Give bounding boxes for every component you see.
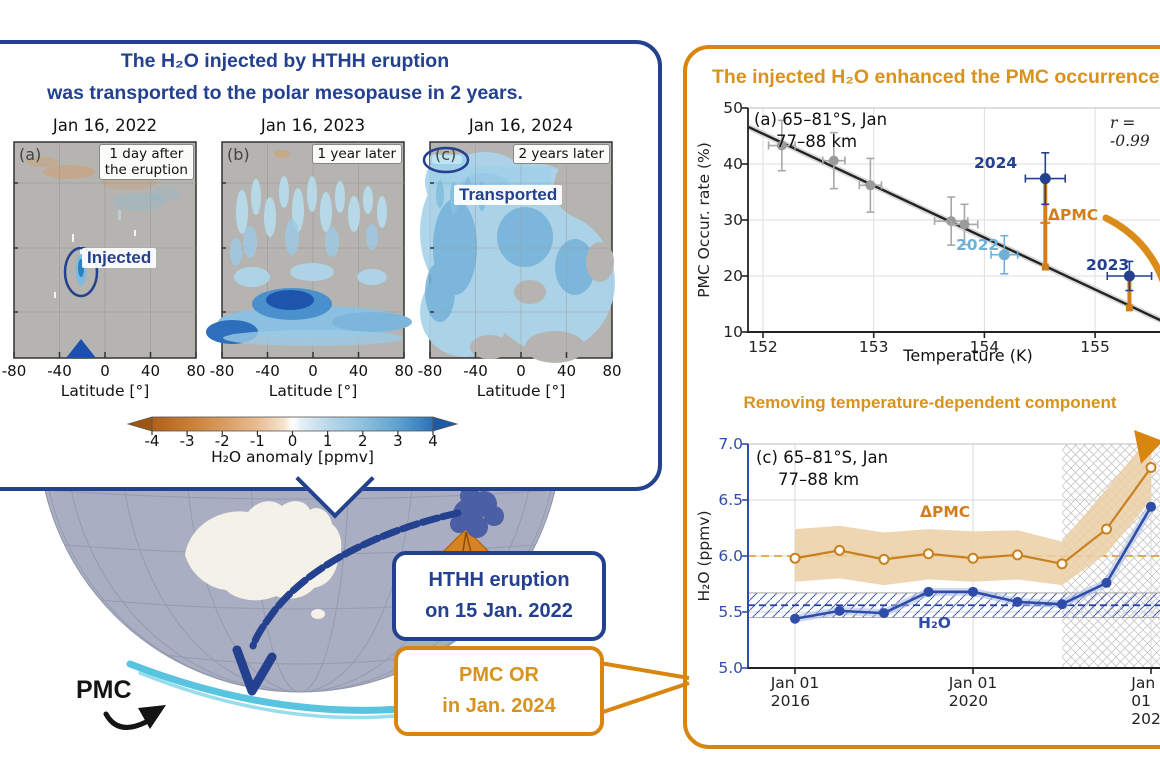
pmc-label: PMC bbox=[76, 676, 132, 704]
transported-circle-annotation bbox=[422, 146, 470, 174]
tick-label: -80 bbox=[1, 362, 27, 380]
h2o-timeseries-plot bbox=[742, 430, 1160, 674]
injected-label: Injected bbox=[82, 248, 157, 268]
transported-label: Transported bbox=[454, 185, 563, 205]
scatter-2024-label: 2024 bbox=[974, 154, 1018, 172]
tick-label: 4 bbox=[428, 432, 438, 450]
tick-label: -4 bbox=[144, 432, 160, 450]
heatmap-panel-c: (c) 2 years later Transported bbox=[420, 141, 615, 363]
colorbar-label: H₂O anomaly [ppmv] bbox=[211, 448, 374, 466]
tick-label: -1 bbox=[249, 432, 265, 450]
tick-label: 0 bbox=[516, 362, 526, 380]
pmc-vs-temperature-scatter bbox=[742, 107, 1160, 338]
injected-circle-annotation bbox=[63, 246, 99, 298]
tick-label: -80 bbox=[417, 362, 443, 380]
panel-c-date: Jan 16, 2024 bbox=[468, 116, 574, 135]
tick-label: 40 bbox=[556, 362, 577, 380]
callout-connector bbox=[599, 661, 690, 715]
removing-component-note: Removing temperature-dependent component bbox=[743, 393, 1117, 412]
panel-a-date: Jan 16, 2022 bbox=[52, 116, 158, 135]
scatter-panel-label: (a) 65–81°S, Jan bbox=[754, 110, 888, 129]
right-title: The injected H₂O enhanced the PMC occurr… bbox=[712, 66, 1160, 88]
hthh-callout-line1: HTHH eruption bbox=[428, 569, 570, 591]
heatmap-panel-b: (b) 1 year later bbox=[206, 141, 412, 359]
ts-ylabel: H₂O (ppmv) bbox=[695, 510, 713, 602]
correlation-value: r = -0.99 bbox=[1110, 114, 1150, 150]
tick-label: 3 bbox=[393, 432, 403, 450]
hthh-eruption-callout: HTHH eruption on 15 Jan. 2022 bbox=[392, 551, 606, 641]
heatmap-panel-a: (a) 1 day after the eruption Injected bbox=[13, 141, 197, 359]
h2o-anomaly-field bbox=[420, 146, 615, 363]
tick-label: -3 bbox=[179, 432, 195, 450]
tick-label: 0 bbox=[287, 432, 298, 450]
transport-arrow bbox=[232, 509, 462, 696]
ts-h2o-label: H₂O bbox=[918, 614, 951, 632]
colorbar-ticks: -4 -3 -2 -1 0 1 2 3 4 bbox=[145, 432, 438, 450]
anomaly-smudges bbox=[26, 157, 180, 298]
scatter-2023-label: 2023 bbox=[1086, 256, 1130, 274]
panel-c-xlabel: Latitude [°] bbox=[476, 382, 566, 400]
h2o-anomaly-field bbox=[206, 150, 412, 346]
panel-c-xticks: -80 -40 0 40 80 bbox=[418, 362, 622, 380]
panel-b-date: Jan 16, 2023 bbox=[260, 116, 366, 135]
ts-panel-label2: 77–88 km bbox=[778, 470, 860, 489]
panel-b-xlabel: Latitude [°] bbox=[268, 382, 358, 400]
tick-label: -2 bbox=[214, 432, 230, 450]
tick-label: 40 bbox=[140, 362, 161, 380]
scatter-ylabel: PMC Occur. rate (%) bbox=[695, 142, 713, 298]
scatter-panel-label2: 77–88 km bbox=[776, 132, 858, 151]
left-title-line1: The H₂O injected by HTHH eruption bbox=[120, 50, 450, 72]
heatmap-b-plot bbox=[206, 141, 412, 359]
australia-landmass bbox=[185, 501, 342, 619]
heatmap-c-plot bbox=[420, 141, 615, 363]
panel-b-xticks: -80 -40 0 40 80 bbox=[210, 362, 414, 380]
tick-label: 0 bbox=[308, 362, 318, 380]
tick-label: -40 bbox=[47, 362, 72, 380]
panel-c-note: 2 years later bbox=[512, 144, 610, 165]
pmc-or-callout: PMC OR in Jan. 2024 bbox=[394, 646, 604, 736]
pmc-arrow-icon bbox=[103, 705, 166, 730]
scatter-delta-pmc-label: ΔPMC bbox=[1048, 206, 1099, 224]
left-title-line2: was transported to the polar mesopause i… bbox=[47, 82, 523, 104]
pmc-callout-line1: PMC OR bbox=[459, 664, 539, 686]
colorbar bbox=[126, 416, 459, 435]
panel-b-tag: (b) bbox=[227, 145, 250, 164]
tick-label: -80 bbox=[209, 362, 235, 380]
eruption-plume-icon bbox=[450, 486, 504, 538]
pmc-callout-line2: in Jan. 2024 bbox=[442, 695, 556, 717]
tick-label: -40 bbox=[463, 362, 488, 380]
ts-panel-label: (c) 65–81°S, Jan bbox=[756, 448, 889, 467]
hthh-callout-line2: on 15 Jan. 2022 bbox=[425, 600, 573, 622]
tick-label: 80 bbox=[602, 362, 622, 380]
panel-b-note: 1 year later bbox=[311, 144, 402, 165]
panel-a-note: 1 day after the eruption bbox=[98, 144, 194, 181]
tick-label: 1 bbox=[322, 432, 333, 450]
panel-a-xticks: -80 -40 0 40 80 bbox=[2, 362, 206, 380]
tick-label: 80 bbox=[186, 362, 206, 380]
tick-label: 0 bbox=[100, 362, 110, 380]
ts-delta-pmc-label: ΔPMC bbox=[920, 503, 971, 521]
scatter-2022-label: 2022 bbox=[956, 236, 1000, 254]
scatter-xlabel: Temperature (K) bbox=[903, 346, 1033, 365]
panel-c-tag: (c) bbox=[435, 145, 457, 164]
panel-a-tag: (a) bbox=[19, 145, 42, 164]
tick-label: 2 bbox=[357, 432, 368, 450]
tick-label: 40 bbox=[348, 362, 369, 380]
tick-label: -40 bbox=[255, 362, 280, 380]
tick-label: 80 bbox=[394, 362, 414, 380]
eruption-latitude-marker bbox=[66, 339, 96, 358]
panel-a-xlabel: Latitude [°] bbox=[60, 382, 150, 400]
